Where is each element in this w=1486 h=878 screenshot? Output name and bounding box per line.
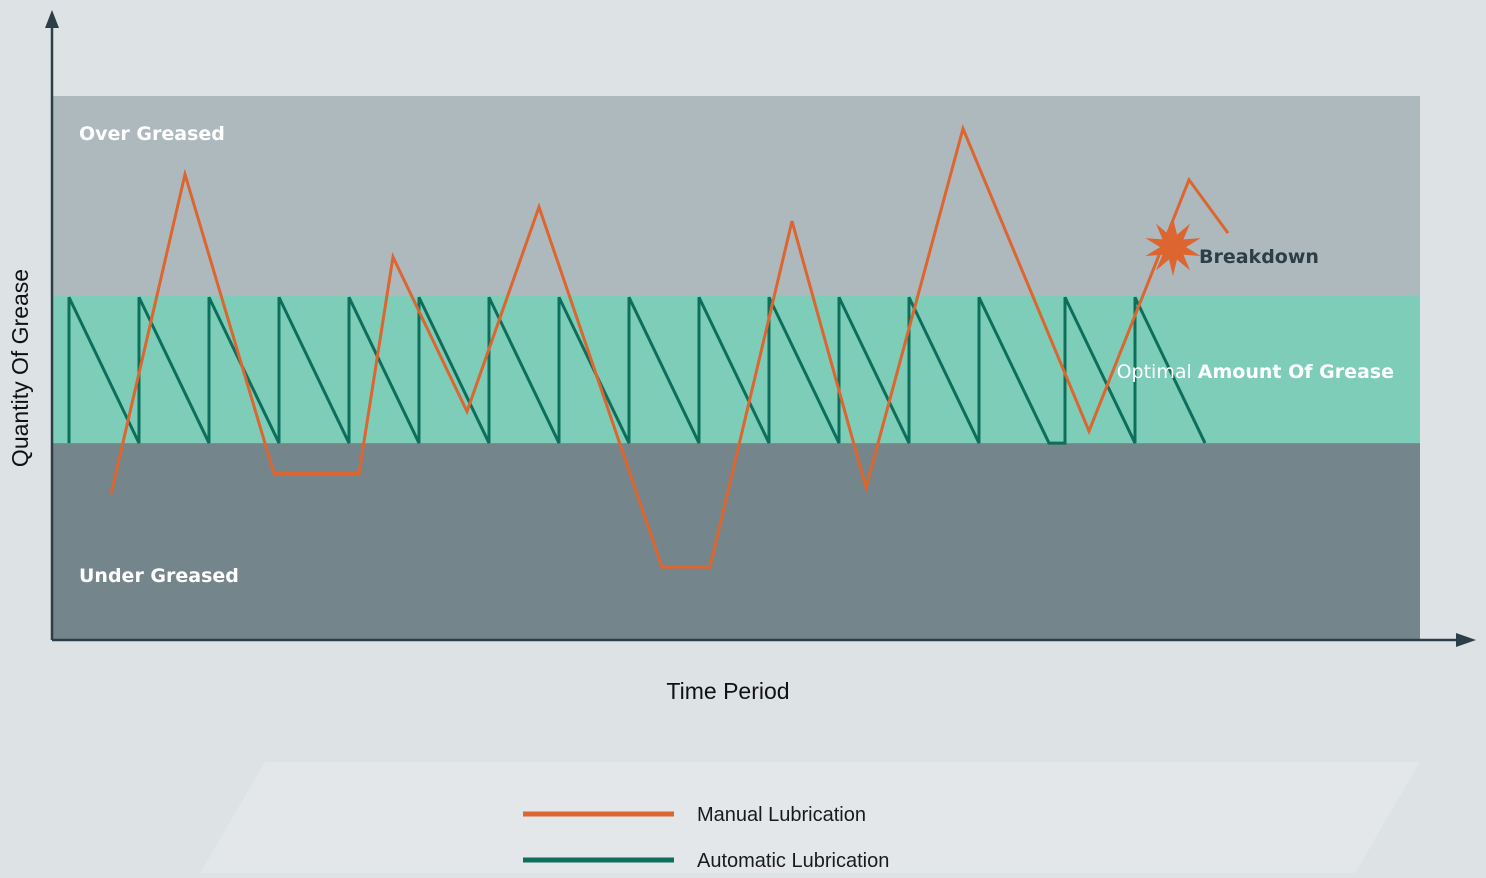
burst-icon [1145,218,1201,277]
optimal-zone-label: Optimal Amount Of Grease [1117,361,1394,383]
axes [45,10,1476,647]
annotation-layer [1145,218,1201,277]
y-axis-title: Quantity Of Grease [7,269,33,467]
legend-label-automatic: Automatic Lubrication [697,850,889,872]
optimal-label-bold: Amount Of Grease [1198,361,1394,383]
series-line-manual [109,124,1230,569]
legend-label-manual: Manual Lubrication [697,804,866,826]
background-panel [200,762,1420,873]
x-axis-title: Time Period [666,678,789,704]
y-axis-arrow-icon [45,10,59,28]
zone-over [52,96,1420,296]
optimal-label-plain: Optimal [1117,361,1192,383]
zone-under [52,443,1420,640]
x-axis-arrow-icon [1456,633,1476,647]
over-greased-label: Over Greased [79,123,225,145]
legend: Manual Lubrication Automatic Lubrication [523,804,889,872]
under-greased-label: Under Greased [79,565,239,587]
breakdown-label: Breakdown [1199,246,1319,268]
series-layer [67,124,1230,569]
